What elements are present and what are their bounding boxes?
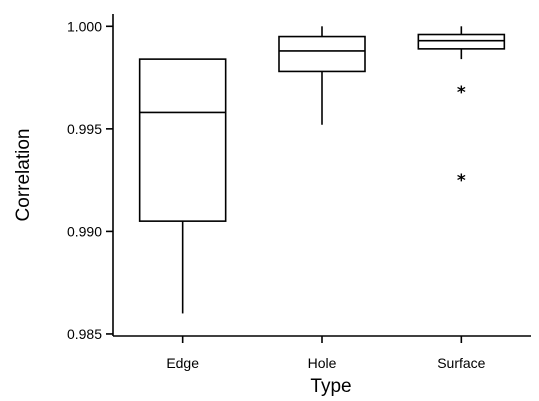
x-tick-label: Hole — [308, 355, 337, 371]
y-tick-label: 1.000 — [67, 18, 102, 34]
outlier-marker: * — [457, 171, 466, 191]
box-iqr — [417, 33, 506, 50]
x-tick-label: Edge — [166, 355, 199, 371]
box-edge — [138, 58, 227, 314]
y-axis-title: Correlation — [13, 129, 34, 222]
boxes: ** — [138, 26, 506, 314]
box-iqr — [138, 58, 227, 222]
box-iqr — [278, 35, 366, 73]
box-surface: ** — [417, 26, 506, 191]
plot-frame — [112, 14, 531, 337]
y-tick-label: 0.985 — [67, 326, 102, 342]
y-tick-label: 0.990 — [67, 223, 102, 239]
y-tick-label: 0.995 — [67, 121, 102, 137]
x-axis: Edge Hole Surface — [166, 336, 486, 371]
y-axis: 0.985 0.990 0.995 1.000 — [67, 18, 113, 342]
outlier-marker: * — [457, 83, 466, 103]
x-tick-label: Surface — [437, 355, 485, 371]
x-axis-title: Type — [310, 376, 351, 397]
box-hole — [278, 26, 366, 125]
